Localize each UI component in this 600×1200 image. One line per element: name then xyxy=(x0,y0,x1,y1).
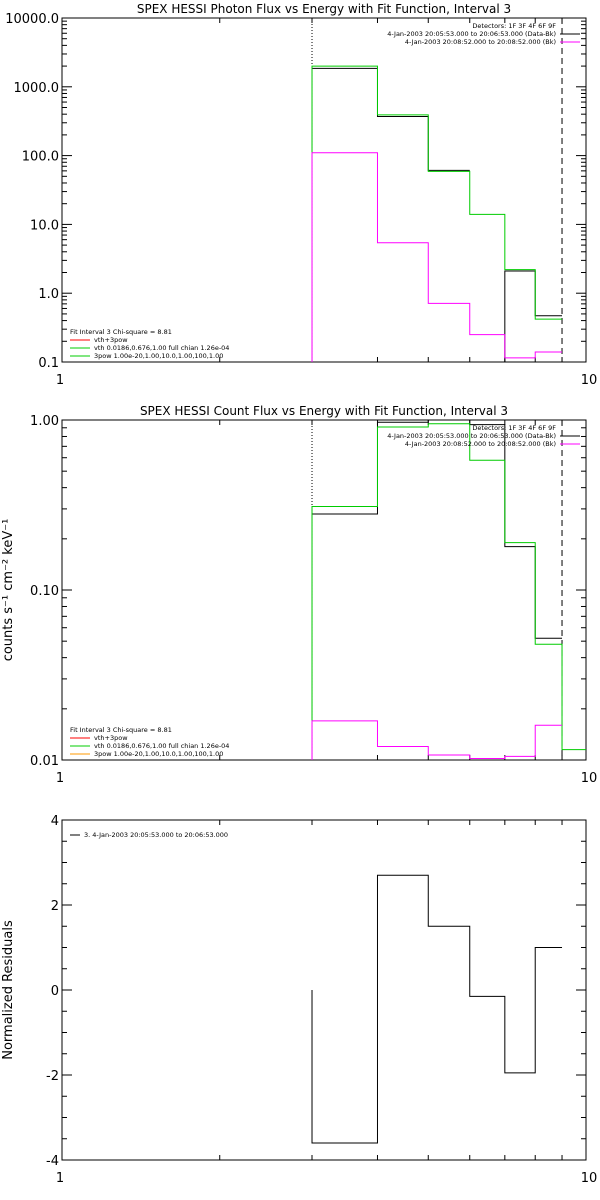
legend-header: Fit Interval 3 Chi-square = 8.81 xyxy=(70,726,172,734)
y-tick-label: 0.10 xyxy=(30,584,59,599)
y-tick-label: 100.0 xyxy=(22,150,59,165)
chart-title: SPEX HESSI Photon Flux vs Energy with Fi… xyxy=(137,2,511,16)
legend-entry: 3pow 1.00e-20,1.00,10.0,1.00,100,1.00 xyxy=(94,352,223,360)
series-model-step xyxy=(311,423,586,760)
y-tick-label: 0.01 xyxy=(30,754,59,769)
x-tick-label: 10 xyxy=(581,771,598,786)
y-tick-label: 0 xyxy=(51,984,59,999)
y-tick-label: -4 xyxy=(46,1154,59,1169)
y-axis-label: Normalized Residuals xyxy=(1,920,16,1060)
panel-1: SPEX HESSI Photon Flux vs Energy with Fi… xyxy=(5,2,597,388)
y-tick-label: 1000.0 xyxy=(14,81,60,96)
series-model-step xyxy=(311,65,563,362)
x-tick-label: 10 xyxy=(581,373,598,388)
legend-header: Detectors: 1F 3F 4F 6F 9F xyxy=(472,22,556,30)
panel-3: 4 2 0 -2 -4 1 10 Normalized Residuals 3. 4-Jan-2… xyxy=(1,814,597,1186)
legend-header: Fit Interval 3 Chi-square = 8.81 xyxy=(70,328,172,336)
series-background-step xyxy=(311,152,563,362)
y-tick-label: 10.0 xyxy=(30,218,59,233)
x-tick-label: 1 xyxy=(56,1171,64,1186)
series-residuals-step xyxy=(311,874,563,1144)
legend-entry: 4-Jan-2003 20:05:53.000 to 20:06:53.000 … xyxy=(387,432,556,440)
plot-frame xyxy=(61,17,587,363)
series-data-step xyxy=(311,419,563,760)
x-tick-label: 1 xyxy=(56,373,64,388)
y-tick-label: 10000.0 xyxy=(5,12,59,27)
series-background-step xyxy=(311,720,563,760)
y-tick-label: 1.0 xyxy=(38,287,59,302)
legend-entry: vth+3pow xyxy=(94,336,128,344)
y-tick-label: 2 xyxy=(51,899,59,914)
series-data-step xyxy=(311,67,563,362)
legend-entry: 3pow 1.00e-20,1.00,10.0,1.00,100,1.00 xyxy=(94,750,223,758)
x-tick-label: 1 xyxy=(56,771,64,786)
legend-entry: vth 0.0186,0.676,1.00 full chian 1.26e-0… xyxy=(94,742,229,750)
legend-header: Detectors: 1F 3F 4F 6F 9F xyxy=(472,424,556,432)
y-tick-label: -2 xyxy=(46,1069,59,1084)
y-tick-label: 4 xyxy=(51,814,59,829)
plot-frame xyxy=(61,419,587,761)
chart-title: SPEX HESSI Count Flux vs Energy with Fit… xyxy=(140,404,508,418)
legend-entry: vth+3pow xyxy=(94,734,128,742)
plot-frame xyxy=(61,819,587,1161)
y-axis-label: counts s⁻¹ cm⁻² keV⁻¹ xyxy=(1,519,16,662)
panel-2: SPEX HESSI Count Flux vs Energy with Fit… xyxy=(1,404,597,786)
legend-entry: 4-Jan-2003 20:08:52.000 to 20:08:52.000 … xyxy=(405,38,556,46)
legend-entry: 4-Jan-2003 20:08:52.000 to 20:08:52.000 … xyxy=(405,440,556,448)
x-tick-label: 10 xyxy=(581,1171,598,1186)
y-tick-label: 1.00 xyxy=(30,414,59,429)
legend-entry: vth 0.0186,0.676,1.00 full chian 1.26e-0… xyxy=(94,344,229,352)
legend-entry: 4-Jan-2003 20:05:53.000 to 20:06:53.000 … xyxy=(387,30,556,38)
y-tick-label: 0.1 xyxy=(38,356,59,371)
legend-entry: 3. 4-Jan-2003 20:05:53.000 to 20:06:53.0… xyxy=(84,831,228,839)
